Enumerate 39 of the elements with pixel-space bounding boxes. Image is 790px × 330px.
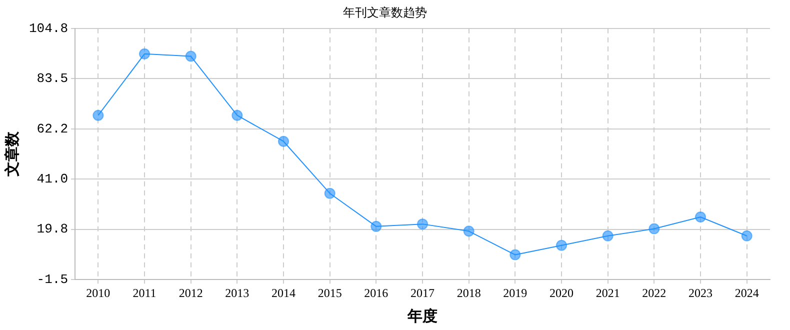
point (278, 136, 290, 147)
x-tick-label: 2014 (272, 286, 296, 300)
point (185, 50, 196, 62)
point (417, 218, 428, 230)
y-tick-label: 62.2 (36, 122, 68, 137)
point (648, 223, 660, 234)
x-tick-label: 2011 (132, 286, 156, 300)
y-tick-label: -1.5 (36, 272, 68, 288)
point (139, 48, 150, 60)
x-tick-label: 2021 (596, 286, 620, 300)
x-tick-label: 2015 (318, 286, 342, 300)
x-tick-label: 2023 (688, 286, 712, 300)
point (510, 249, 521, 260)
x-tick-label: 2020 (550, 286, 574, 300)
y-axis-title: 文章数 (2, 130, 21, 178)
chart-title: 年刊文章数趋势 (343, 5, 427, 20)
point (556, 240, 567, 251)
x-tick-label: 2022 (642, 286, 666, 300)
point (602, 230, 614, 242)
x-tick-label: 2018 (456, 286, 481, 300)
point (370, 220, 382, 232)
point (463, 226, 474, 237)
point (741, 230, 752, 242)
y-tick-label: 41.0 (36, 172, 68, 187)
x-tick-label: 2012 (178, 286, 203, 300)
point (324, 188, 336, 199)
point (232, 110, 243, 121)
y-tick-label: 19.8 (36, 222, 68, 237)
x-tick-label: 2017 (410, 286, 435, 300)
point (695, 211, 706, 222)
x-tick-label: 2019 (503, 286, 528, 300)
x-tick-label: 2024 (734, 286, 759, 300)
x-axis-title: 年度 (406, 306, 438, 325)
y-tick-label: 83.5 (36, 71, 68, 86)
x-tick-label: 2010 (86, 286, 110, 300)
point (92, 110, 104, 121)
y-tick-label: 104.8 (28, 20, 68, 36)
x-tick-label: 2016 (364, 286, 388, 300)
x-tick-label: 2013 (225, 286, 250, 300)
